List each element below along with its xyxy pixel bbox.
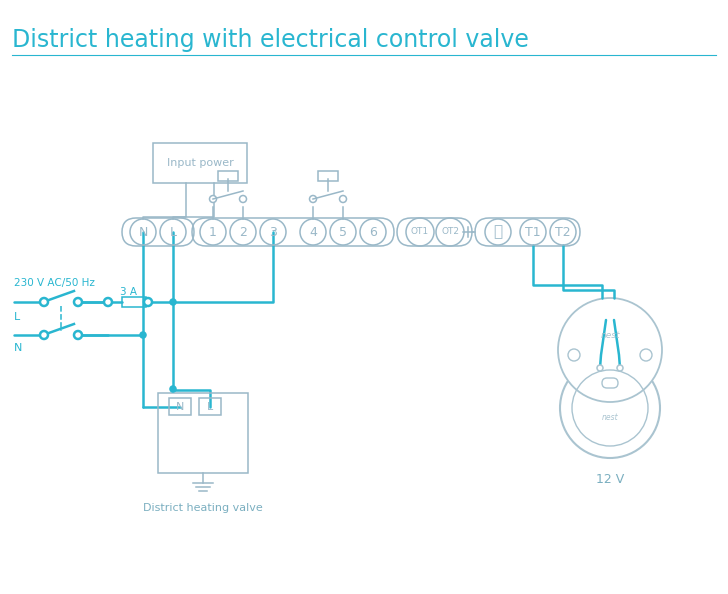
Text: OT2: OT2 [441,228,459,236]
Circle shape [560,358,660,458]
Text: Input power: Input power [167,158,234,168]
Bar [169,398,191,415]
Circle shape [74,331,82,339]
Text: T2: T2 [555,226,571,239]
Circle shape [568,349,580,361]
Circle shape [104,298,112,306]
Text: District heating with electrical control valve: District heating with electrical control… [12,28,529,52]
Circle shape [144,298,152,306]
Circle shape [597,365,603,371]
Bar [153,143,247,183]
Bar [122,297,146,307]
Circle shape [339,195,347,203]
Text: nest: nest [601,330,620,340]
Circle shape [558,298,662,402]
Text: N: N [138,226,148,239]
Text: L: L [14,312,20,322]
Bar [199,398,221,415]
Circle shape [74,298,82,306]
Text: nest: nest [601,413,618,422]
Circle shape [40,298,48,306]
Text: 3: 3 [269,226,277,239]
Text: L: L [170,226,176,239]
Circle shape [640,349,652,361]
Text: N: N [14,343,23,353]
Text: OT1: OT1 [411,228,429,236]
Text: L: L [207,402,213,412]
Text: 3 A: 3 A [119,287,137,297]
Text: 12 V: 12 V [596,473,624,486]
Text: T1: T1 [525,226,541,239]
Text: ⏚: ⏚ [494,225,502,239]
Text: 4: 4 [309,226,317,239]
Text: 1: 1 [209,226,217,239]
Bar [218,171,238,181]
Circle shape [140,332,146,338]
Text: 230 V AC/50 Hz: 230 V AC/50 Hz [14,278,95,288]
Bar [318,171,338,181]
Bar [158,393,248,473]
Text: District heating valve: District heating valve [143,503,263,513]
Circle shape [617,365,623,371]
Circle shape [170,386,176,392]
Text: 6: 6 [369,226,377,239]
Circle shape [210,195,216,203]
Text: N: N [176,402,184,412]
Circle shape [40,331,48,339]
Text: 2: 2 [239,226,247,239]
Circle shape [240,195,247,203]
Circle shape [170,299,176,305]
Circle shape [309,195,317,203]
Text: 5: 5 [339,226,347,239]
